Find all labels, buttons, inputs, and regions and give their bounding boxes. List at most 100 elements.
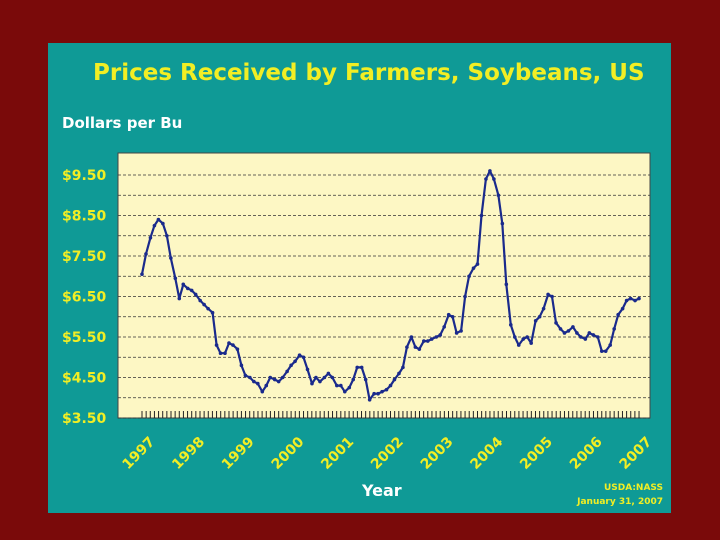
- price-data-point: [202, 302, 206, 307]
- price-data-point: [438, 333, 443, 337]
- price-data-point: [579, 335, 583, 339]
- price-data-point: [500, 221, 505, 226]
- x-tick-label: 1999: [219, 434, 258, 473]
- price-data-point: [446, 312, 451, 317]
- x-tick-label: 2004: [467, 434, 506, 473]
- x-tick-label: 2006: [567, 434, 606, 473]
- x-tick-label: 1997: [120, 434, 159, 473]
- y-tick-label: $3.50: [62, 411, 107, 427]
- price-data-point: [227, 341, 231, 345]
- price-data-point: [397, 371, 401, 376]
- price-data-point: [467, 274, 471, 279]
- plot-area: [117, 152, 651, 419]
- price-data-point: [554, 321, 558, 325]
- price-data-point: [541, 306, 546, 311]
- price-data-point: [488, 169, 492, 173]
- price-data-point: [165, 233, 169, 238]
- x-tick-label: 2000: [269, 434, 308, 473]
- x-tick-label: 2005: [517, 434, 556, 473]
- y-axis-label: Dollars per Bu: [62, 114, 183, 132]
- price-data-point: [376, 391, 380, 396]
- price-data-point: [583, 337, 588, 341]
- price-data-point: [152, 223, 157, 228]
- price-data-point: [616, 312, 620, 317]
- price-data-point: [335, 383, 339, 388]
- price-data-point: [492, 177, 496, 181]
- price-data-point: [459, 329, 463, 333]
- y-tick-label: $4.50: [62, 371, 107, 387]
- price-data-point: [289, 363, 293, 368]
- price-data-point: [624, 298, 629, 303]
- price-data-point: [177, 296, 182, 301]
- price-data-point: [280, 375, 285, 380]
- price-data-point: [363, 377, 368, 382]
- price-data-point: [496, 193, 501, 198]
- price-data-point: [235, 347, 240, 351]
- price-data-point: [198, 298, 202, 303]
- price-data-point: [359, 365, 364, 370]
- price-data-point: [293, 359, 297, 364]
- price-data-point: [347, 385, 352, 390]
- x-tick-label: 2007: [617, 434, 656, 473]
- source-line-1: USDA:NASS: [603, 483, 663, 493]
- price-data-point: [372, 391, 376, 396]
- price-data-point: [479, 213, 484, 218]
- y-tick-label: $7.50: [62, 249, 107, 265]
- price-data-point: [566, 329, 571, 333]
- price-data-point: [633, 298, 637, 303]
- price-data-point: [264, 383, 269, 388]
- price-data-point: [429, 337, 434, 341]
- price-data-point: [562, 331, 567, 335]
- price-data-point: [305, 367, 310, 372]
- x-axis-label: Year: [362, 481, 402, 500]
- price-data-point: [210, 310, 215, 315]
- price-data-point: [297, 353, 302, 358]
- price-data-point: [475, 262, 480, 266]
- price-data-point: [612, 327, 616, 331]
- price-data-point: [342, 389, 347, 394]
- chart-title: Prices Received by Farmers, Soybeans, US: [93, 60, 645, 86]
- price-data-point: [471, 266, 476, 270]
- x-tick-label: 2002: [368, 434, 407, 473]
- price-data-point: [268, 375, 273, 380]
- price-data-point: [214, 343, 219, 347]
- price-data-point: [148, 235, 153, 240]
- price-data-point: [193, 292, 198, 297]
- price-data-point: [620, 306, 625, 311]
- price-data-point: [521, 337, 526, 341]
- y-tick-labels: $3.50 $4.50 $5.50 $6.50 $7.50 $8.50 $9.50: [62, 168, 107, 427]
- price-data-point: [529, 341, 533, 345]
- price-data-point: [405, 345, 409, 349]
- price-data-point: [533, 319, 538, 323]
- y-tick-label: $8.50: [62, 209, 107, 225]
- price-data-point: [339, 383, 343, 388]
- price-data-point: [173, 276, 178, 281]
- price-data-point: [218, 351, 223, 356]
- price-data-point: [422, 339, 426, 343]
- grid-lines: [118, 174, 650, 419]
- y-tick-label: $6.50: [62, 290, 107, 306]
- price-data-point: [463, 294, 467, 299]
- price-data-point: [243, 373, 248, 378]
- price-data-point: [322, 375, 327, 380]
- price-data-point: [603, 349, 608, 353]
- price-data-point: [575, 331, 579, 335]
- price-data-point: [417, 347, 422, 351]
- price-data-point: [231, 343, 235, 347]
- series-group: [140, 169, 641, 402]
- price-data-point: [260, 389, 265, 394]
- price-data-point: [144, 252, 148, 256]
- price-data-point: [516, 343, 521, 347]
- price-data-point: [450, 314, 455, 319]
- price-data-point: [367, 397, 372, 402]
- price-data-point: [256, 381, 260, 386]
- price-data-point: [413, 345, 418, 349]
- price-data-point: [591, 333, 596, 337]
- price-data-point: [546, 292, 550, 297]
- price-data-point: [380, 389, 384, 394]
- price-data-point: [272, 377, 277, 382]
- price-data-point: [571, 325, 575, 329]
- price-data-point: [140, 272, 144, 277]
- price-data-point: [599, 349, 604, 353]
